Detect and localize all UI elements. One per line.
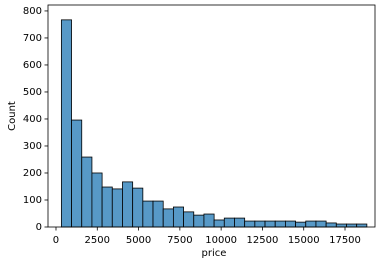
bar	[183, 211, 195, 228]
y-tick-label: 300	[23, 141, 42, 152]
bar	[132, 187, 144, 228]
x-tick-label: 17500	[329, 235, 361, 246]
bar	[284, 220, 296, 228]
bar	[91, 172, 103, 228]
bar	[122, 181, 134, 228]
x-tick-label: 2500	[85, 235, 110, 246]
bar	[325, 222, 337, 228]
y-axis-label: Count	[7, 101, 18, 131]
bar	[274, 220, 286, 228]
bar	[152, 200, 164, 228]
x-tick-label: 0	[53, 235, 59, 246]
x-tick-label: 5000	[126, 235, 151, 246]
x-axis-label: price	[202, 248, 227, 259]
bar	[254, 220, 266, 228]
bar	[244, 220, 256, 228]
x-tick-label: 12500	[247, 235, 279, 246]
bar	[335, 223, 347, 228]
axes-frame	[47, 4, 376, 228]
bar	[346, 223, 358, 228]
bar	[111, 188, 123, 228]
y-tick-label: 800	[23, 6, 42, 17]
y-tick-label: 700	[23, 33, 42, 44]
bar	[162, 208, 174, 228]
y-tick-label: 500	[23, 87, 42, 98]
bar	[234, 217, 246, 228]
bar	[264, 220, 276, 228]
bar	[60, 19, 72, 228]
x-tick-label: 10000	[205, 235, 237, 246]
y-tick-label: 600	[23, 60, 42, 71]
bar	[356, 223, 368, 228]
bar	[315, 220, 327, 228]
bar	[305, 220, 317, 228]
bar	[172, 206, 184, 228]
bar	[101, 186, 113, 228]
y-tick-label: 0	[36, 222, 42, 233]
bar	[223, 217, 235, 228]
bar	[193, 214, 205, 228]
x-tick-label: 15000	[288, 235, 320, 246]
y-tick-label: 200	[23, 168, 42, 179]
bar	[81, 156, 93, 228]
bar	[203, 213, 215, 228]
bar	[142, 200, 154, 228]
x-tick-label: 7500	[167, 235, 192, 246]
bar	[71, 119, 83, 228]
bar	[213, 219, 225, 228]
bar	[295, 221, 307, 228]
y-tick-label: 100	[23, 195, 42, 206]
y-tick-label: 400	[23, 114, 42, 125]
